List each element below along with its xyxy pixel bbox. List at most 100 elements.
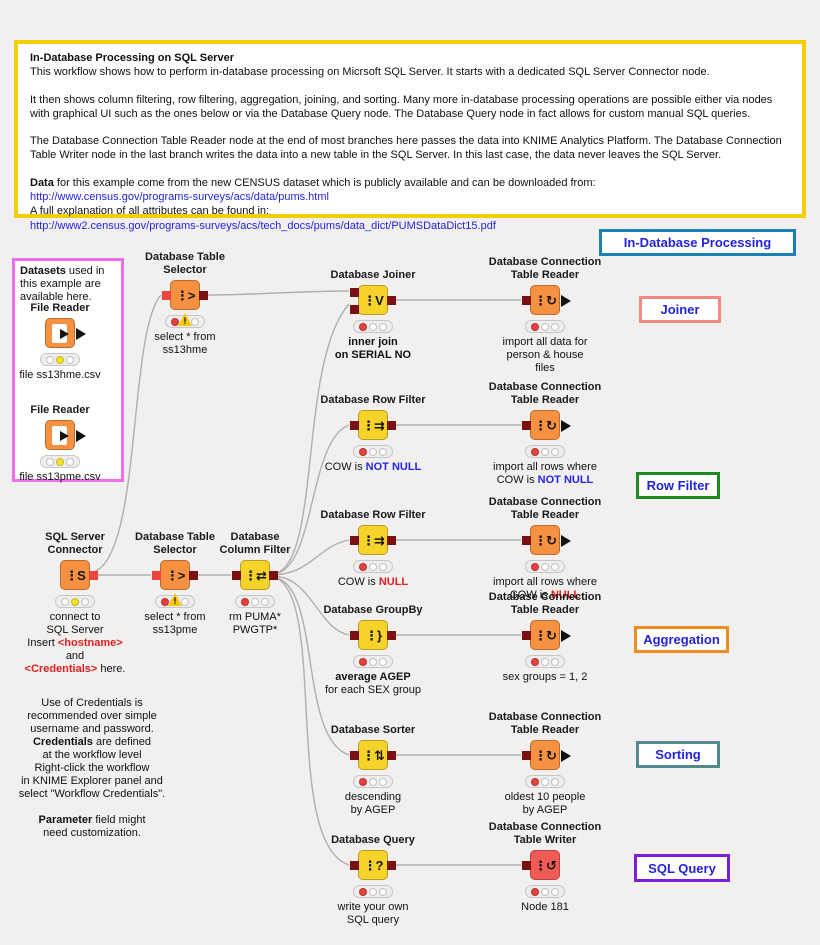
node-db-connection-table-reader-5[interactable]: Database Connection Table Reader ⋮↻ olde… [489, 711, 601, 816]
input-port[interactable] [522, 631, 531, 640]
output-port[interactable] [199, 291, 208, 300]
node-body[interactable]: ⋮> [152, 560, 198, 590]
node-body[interactable]: ⋮? [350, 850, 396, 880]
node-database-column-filter[interactable]: Database Column Filter ⋮⇄ rm PUMA* PWGTP… [220, 531, 291, 636]
output-port[interactable] [76, 328, 86, 340]
joiner-icon: ⋮V [363, 292, 384, 308]
input-port[interactable] [522, 861, 531, 870]
description-paragraph: for this example come from the new CENSU… [53, 176, 596, 189]
node-database-row-filter-2[interactable]: Database Row Filter ⋮⇉ COW is NULL [320, 509, 425, 588]
output-port[interactable] [387, 631, 396, 640]
input-port[interactable] [232, 571, 241, 580]
output-port[interactable] [561, 750, 571, 762]
node-label: Database Connection Table Reader [488, 256, 602, 282]
node-label: Database Sorter [330, 724, 416, 737]
node-database-sorter[interactable]: Database Sorter ⋮⇅ descending by AGEP [331, 724, 415, 816]
warning-icon: ! [168, 593, 182, 606]
input-port[interactable] [350, 861, 359, 870]
input-port[interactable] [162, 291, 171, 300]
node-database-table-selector-2[interactable]: Database Table Selector ⋮> ! select * fr… [135, 531, 215, 636]
traffic-light: ! [155, 593, 195, 608]
input-port[interactable] [522, 536, 531, 545]
input-port-bottom[interactable] [350, 305, 359, 314]
output-port[interactable] [189, 571, 198, 580]
node-file-reader-1[interactable]: File Reader file ss13hme.csv [19, 302, 100, 381]
output-port[interactable] [387, 421, 396, 430]
node-annotation: Node 181 [521, 901, 569, 913]
category-label-in-database-processing: In-Database Processing [599, 229, 796, 256]
output-port[interactable] [387, 536, 396, 545]
input-port[interactable] [350, 751, 359, 760]
node-database-joiner[interactable]: Database Joiner ⋮V inner join on SERIAL … [331, 269, 416, 361]
input-port[interactable] [522, 421, 531, 430]
node-body[interactable]: ⋮↻ [522, 740, 571, 770]
node-body[interactable]: ⋮↺ [522, 850, 560, 880]
datasets-label: Datasets [20, 265, 66, 277]
node-db-connection-table-reader-4[interactable]: Database Connection Table Reader ⋮↻ sex … [489, 591, 601, 683]
node-file-reader-2[interactable]: File Reader file ss13pme.csv [19, 404, 100, 483]
traffic-light [525, 655, 565, 668]
node-body[interactable]: ⋮⇄ [232, 560, 278, 590]
input-port[interactable] [350, 631, 359, 640]
input-port[interactable] [350, 421, 359, 430]
node-body[interactable] [45, 420, 86, 450]
input-port[interactable] [522, 296, 531, 305]
node-database-table-selector-1[interactable]: Database Table Selector ⋮> ! select * fr… [145, 251, 225, 356]
arrow-icon [60, 431, 69, 441]
input-port-top[interactable] [350, 288, 359, 297]
node-db-connection-table-reader-3[interactable]: Database Connection Table Reader ⋮↻ impo… [489, 496, 601, 601]
node-body[interactable]: ⋮S [60, 560, 98, 590]
node-db-connection-table-reader-2[interactable]: Database Connection Table Reader ⋮↻ impo… [489, 381, 601, 486]
output-port[interactable] [387, 861, 396, 870]
node-body[interactable]: ⋮⇉ [350, 410, 396, 440]
output-port[interactable] [89, 571, 98, 580]
node-body[interactable]: ⋮↻ [522, 525, 571, 555]
edge-columnfilter-to-rowfilter1 [273, 424, 350, 575]
output-port[interactable] [387, 751, 396, 760]
data-dict-link[interactable]: http://www2.census.gov/programs-surveys/… [30, 219, 496, 232]
not-null-highlight: NOT NULL [537, 473, 594, 486]
node-annotation: sex groups = 1, 2 [502, 671, 588, 683]
node-label: Database Connection Table Reader [488, 381, 602, 407]
node-body[interactable]: ⋮> [162, 280, 208, 310]
node-label: Database Connection Table Reader [488, 496, 602, 522]
input-port[interactable] [522, 751, 531, 760]
output-port[interactable] [561, 630, 571, 642]
row-filter-icon: ⋮⇉ [362, 532, 385, 548]
sql-connector-icon: ⋮S [65, 567, 86, 583]
traffic-light: ! [165, 313, 205, 328]
output-port[interactable] [561, 295, 571, 307]
node-annotation: descending by AGEP [344, 791, 402, 816]
input-port[interactable] [350, 536, 359, 545]
traffic-light [353, 320, 393, 333]
output-port[interactable] [387, 296, 396, 305]
node-body[interactable]: ⋮↻ [522, 285, 571, 315]
node-db-connection-table-writer[interactable]: Database Connection Table Writer ⋮↺ Node… [489, 821, 601, 913]
traffic-light [40, 353, 80, 366]
output-port[interactable] [561, 535, 571, 547]
credentials-placeholder: <Credentials> [24, 662, 98, 675]
output-port[interactable] [269, 571, 278, 580]
node-body[interactable]: ⋮⇉ [350, 525, 396, 555]
edge-connector-to-selector1 [93, 294, 162, 573]
edge-selector1-to-joiner [203, 290, 350, 296]
input-port[interactable] [152, 571, 161, 580]
node-db-connection-table-reader-1[interactable]: Database Connection Table Reader ⋮↻ impo… [489, 256, 601, 374]
census-data-link[interactable]: http://www.census.gov/programs-surveys/a… [30, 191, 329, 204]
output-port[interactable] [561, 420, 571, 432]
node-body[interactable] [45, 318, 86, 348]
output-port[interactable] [76, 430, 86, 442]
node-annotation: oldest 10 people by AGEP [504, 791, 586, 816]
node-body[interactable]: ⋮V [350, 285, 396, 315]
node-body[interactable]: ⋮↻ [522, 410, 571, 440]
category-label-row-filter: Row Filter [636, 472, 720, 499]
row-filter-icon: ⋮⇉ [362, 417, 385, 433]
node-body[interactable]: ⋮} [350, 620, 396, 650]
node-body[interactable]: ⋮⇅ [350, 740, 396, 770]
node-database-query[interactable]: Database Query ⋮? write your own SQL que… [331, 834, 415, 926]
node-sql-server-connector[interactable]: SQL Server Connector ⋮S connect to SQL S… [25, 531, 126, 675]
node-database-groupby[interactable]: Database GroupBy ⋮} average AGEP for eac… [323, 604, 422, 696]
node-body[interactable]: ⋮↻ [522, 620, 571, 650]
node-database-row-filter-1[interactable]: Database Row Filter ⋮⇉ COW is NOT NULL [320, 394, 425, 473]
